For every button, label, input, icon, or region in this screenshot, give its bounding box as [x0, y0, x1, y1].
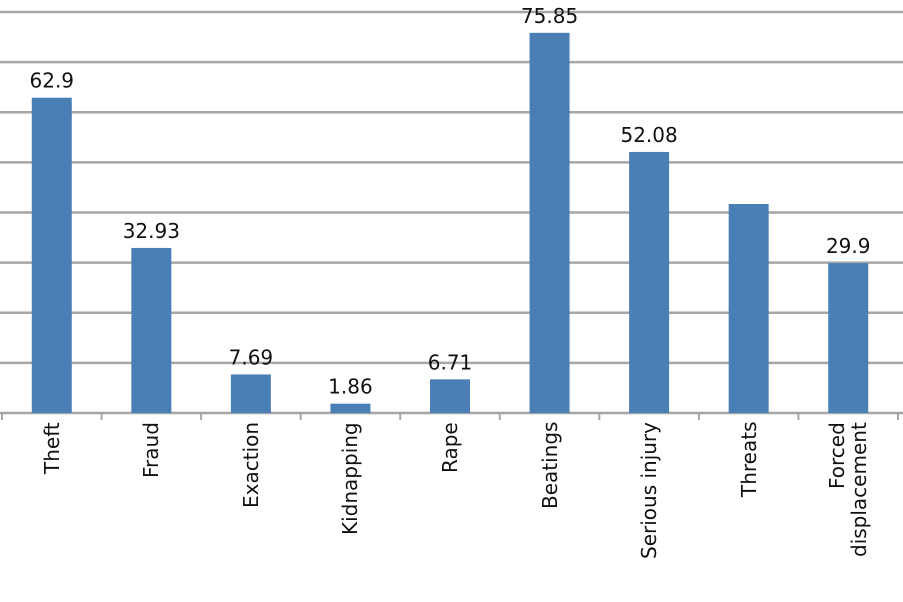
- bar: [131, 247, 172, 413]
- value-label: 6.71: [428, 350, 473, 374]
- bar: [31, 97, 72, 414]
- x-tick-label: Kidnapping: [338, 422, 363, 535]
- bar: [330, 403, 371, 413]
- value-label: 75.85: [521, 4, 578, 28]
- bar: [430, 379, 470, 413]
- x-tick-label: Fraud: [139, 422, 164, 478]
- x-tick-label: Exaction: [238, 422, 263, 509]
- bar: [828, 263, 869, 413]
- bar: [230, 374, 271, 413]
- value-label: 7.69: [229, 345, 274, 369]
- value-label: 29.9: [826, 234, 871, 258]
- x-tick-label: Threats: [736, 422, 761, 498]
- bar: [728, 203, 769, 413]
- bar: [529, 32, 570, 413]
- value-label: 62.9: [30, 69, 75, 93]
- x-tick-label: Beatings: [537, 422, 562, 510]
- bar: [629, 151, 670, 413]
- value-label: 1.86: [328, 375, 373, 399]
- value-label: 32.93: [123, 219, 180, 243]
- x-tick-label: Serious injury: [637, 422, 662, 559]
- x-tick-label: Forced displacement: [825, 422, 872, 557]
- x-tick-label: Rape: [438, 422, 462, 473]
- value-label: 52.08: [620, 123, 677, 147]
- x-tick-label: Theft: [39, 422, 64, 474]
